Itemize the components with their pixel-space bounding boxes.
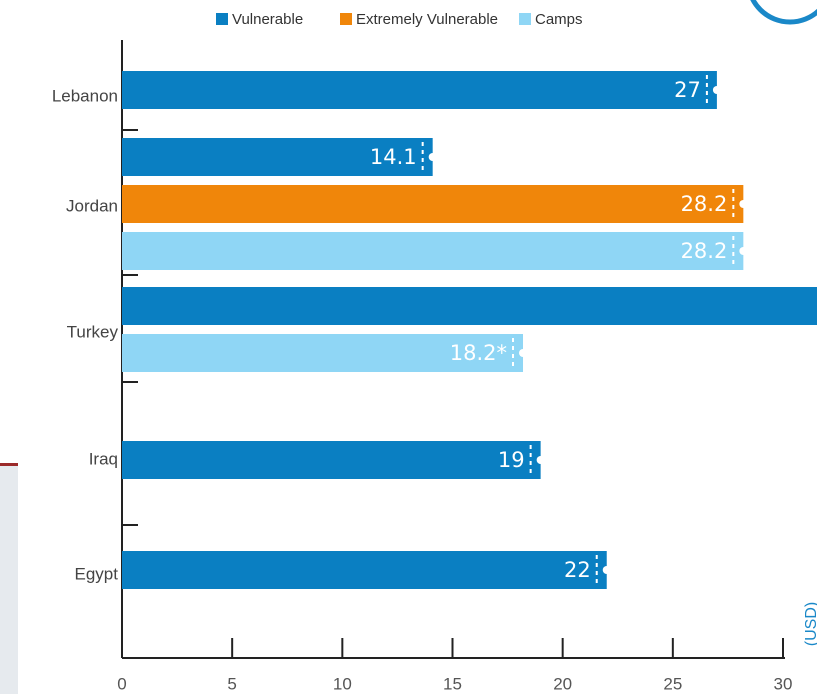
bar-notch — [536, 456, 545, 464]
value-label: 28.2 — [681, 192, 728, 216]
legend-label: Camps — [535, 11, 583, 28]
legend-label: Extremely Vulnerable — [356, 11, 498, 28]
bar — [122, 551, 607, 589]
category-label: Jordan — [66, 196, 118, 215]
legend-swatch — [519, 13, 531, 25]
x-tick-label: 25 — [663, 674, 682, 693]
bar — [122, 441, 541, 479]
value-label: 18.2* — [450, 341, 507, 365]
legend-label: Vulnerable — [232, 11, 303, 28]
bar — [122, 138, 433, 176]
bar-notch — [602, 566, 611, 574]
bar — [122, 185, 744, 223]
bar-notch — [739, 200, 748, 208]
x-tick-label: 30 — [774, 674, 793, 693]
x-tick-label: 15 — [443, 674, 462, 693]
value-label: 28.2 — [681, 239, 728, 263]
bar — [122, 232, 744, 270]
map-fragment — [0, 463, 18, 694]
x-tick-label: 0 — [117, 674, 126, 693]
category-label: Lebanon — [52, 86, 118, 105]
map-border — [0, 463, 18, 466]
legend-swatch — [340, 13, 352, 25]
x-tick-label: 10 — [333, 674, 352, 693]
category-label: Egypt — [75, 564, 119, 583]
bar-notch — [739, 247, 748, 255]
value-label: 19 — [498, 448, 525, 472]
category-label: Iraq — [89, 449, 118, 468]
value-label: 14.1 — [370, 145, 417, 169]
category-label: Turkey — [67, 322, 119, 341]
bar — [122, 287, 817, 325]
bar — [122, 71, 717, 109]
value-label: 22 — [564, 558, 591, 582]
bar — [122, 334, 524, 372]
x-tick-label: 20 — [553, 674, 572, 693]
x-tick-label: 5 — [227, 674, 236, 693]
value-label: 27 — [674, 78, 701, 102]
bar-notch — [519, 349, 528, 357]
badge — [750, 0, 817, 25]
bar-notch — [712, 86, 721, 94]
axis-label: (USD) — [803, 602, 817, 646]
bar-notch — [428, 153, 437, 161]
legend-swatch — [216, 13, 228, 25]
